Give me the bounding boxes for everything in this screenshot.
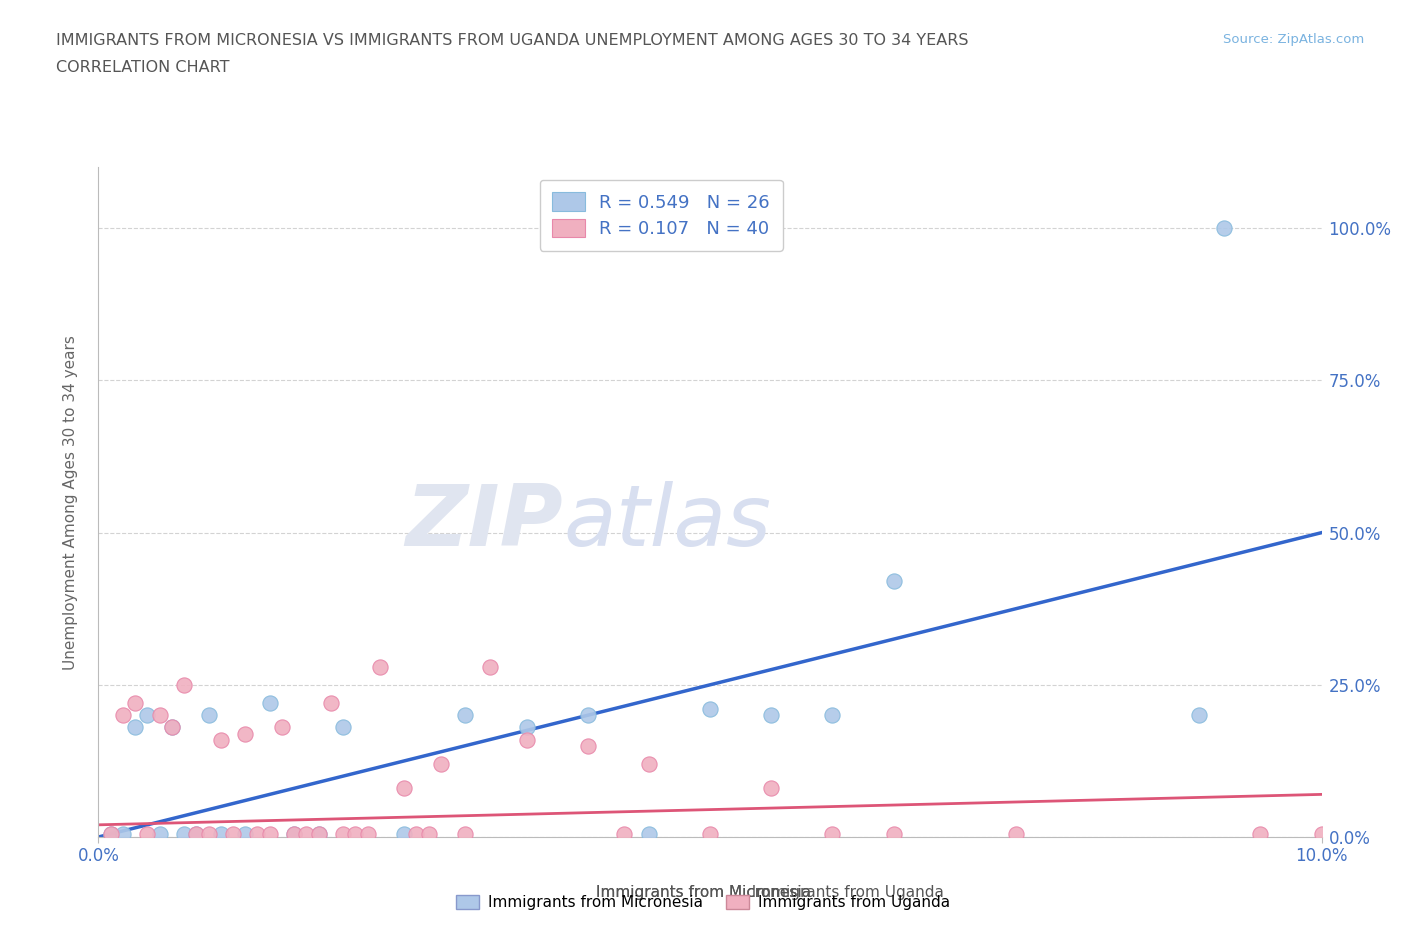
Point: [160, 720, 183, 735]
Point: [173, 827, 195, 842]
Point: [136, 708, 159, 723]
Point: [100, 827, 122, 842]
Point: [160, 720, 183, 735]
Point: [883, 574, 905, 589]
Point: [430, 756, 453, 771]
Point: [405, 827, 427, 842]
Text: Source: ZipAtlas.com: Source: ZipAtlas.com: [1223, 33, 1364, 46]
Text: ZIP: ZIP: [405, 481, 564, 564]
Point: [759, 781, 782, 796]
Point: [197, 708, 219, 723]
Point: [613, 827, 636, 842]
Point: [332, 720, 354, 735]
Point: [270, 720, 292, 735]
Point: [821, 827, 844, 842]
Point: [478, 659, 501, 674]
Point: [516, 720, 538, 735]
Point: [259, 827, 281, 842]
Point: [149, 708, 172, 723]
Point: [308, 827, 330, 842]
Point: [699, 827, 721, 842]
Point: [883, 827, 905, 842]
Point: [111, 708, 134, 723]
Point: [186, 827, 208, 842]
Point: [295, 827, 318, 842]
Point: [124, 720, 146, 735]
Point: [1249, 827, 1271, 842]
Point: [197, 827, 219, 842]
Point: [759, 708, 782, 723]
Point: [516, 732, 538, 747]
Point: [209, 732, 232, 747]
Point: [246, 827, 269, 842]
Point: [392, 781, 416, 796]
Point: [111, 827, 134, 842]
Point: [821, 708, 844, 723]
Point: [637, 756, 661, 771]
Point: [1004, 827, 1026, 842]
Point: [1310, 827, 1333, 842]
Point: [222, 827, 245, 842]
Text: CORRELATION CHART: CORRELATION CHART: [56, 60, 229, 75]
Point: [637, 827, 661, 842]
Point: [1188, 708, 1211, 723]
Point: [136, 827, 159, 842]
Point: [259, 696, 281, 711]
Point: [233, 827, 256, 842]
Text: Immigrants from Micronesia: Immigrants from Micronesia: [596, 885, 810, 900]
Text: Immigrants from Uganda: Immigrants from Uganda: [703, 885, 943, 900]
Point: [100, 827, 122, 842]
Point: [283, 827, 305, 842]
Point: [576, 708, 599, 723]
Point: [576, 738, 599, 753]
Point: [344, 827, 367, 842]
Y-axis label: Unemployment Among Ages 30 to 34 years: Unemployment Among Ages 30 to 34 years: [63, 335, 77, 670]
Point: [149, 827, 172, 842]
Point: [332, 827, 354, 842]
Point: [699, 702, 721, 717]
Point: [392, 827, 416, 842]
Point: [454, 827, 477, 842]
Text: IMMIGRANTS FROM MICRONESIA VS IMMIGRANTS FROM UGANDA UNEMPLOYMENT AMONG AGES 30 : IMMIGRANTS FROM MICRONESIA VS IMMIGRANTS…: [56, 33, 969, 47]
Point: [319, 696, 342, 711]
Point: [124, 696, 146, 711]
Point: [233, 726, 256, 741]
Point: [308, 827, 330, 842]
Point: [368, 659, 391, 674]
Point: [454, 708, 477, 723]
Legend: R = 0.549   N = 26, R = 0.107   N = 40: R = 0.549 N = 26, R = 0.107 N = 40: [540, 179, 783, 251]
Point: [356, 827, 378, 842]
Point: [186, 827, 208, 842]
Point: [173, 677, 195, 692]
Point: [209, 827, 232, 842]
Text: atlas: atlas: [564, 481, 772, 564]
Point: [283, 827, 305, 842]
Legend: Immigrants from Micronesia, Immigrants from Uganda: Immigrants from Micronesia, Immigrants f…: [449, 887, 957, 918]
Text: Immigrants from Micronesia: Immigrants from Micronesia: [596, 885, 810, 900]
Point: [1212, 220, 1234, 235]
Point: [418, 827, 440, 842]
